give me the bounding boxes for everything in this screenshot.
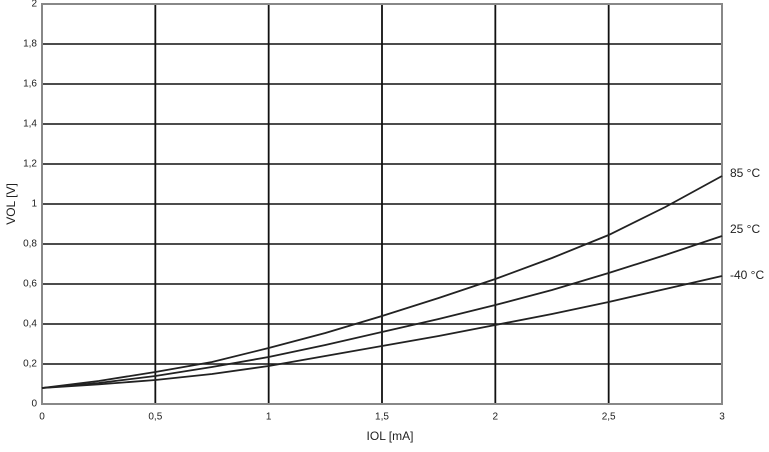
y-tick-label: 1,6 bbox=[23, 79, 37, 90]
series-line bbox=[41, 275, 723, 389]
y-tick-label: 0 bbox=[31, 399, 37, 410]
x-tick-label: 2 bbox=[493, 412, 499, 423]
x-tick-label: 1,5 bbox=[375, 412, 389, 423]
y-tick-label: 1,8 bbox=[23, 39, 37, 50]
series-line bbox=[41, 235, 723, 389]
series-label: 25 °C bbox=[730, 222, 760, 236]
series-label: -40 °C bbox=[730, 268, 764, 282]
x-tick-label: 0,5 bbox=[148, 412, 162, 423]
x-tick-label: 0 bbox=[39, 412, 45, 423]
y-tick-label: 2 bbox=[31, 0, 37, 10]
y-tick-label: 0,4 bbox=[23, 319, 37, 330]
y-tick-label: 0,2 bbox=[23, 359, 37, 370]
x-tick-label: 1 bbox=[266, 412, 272, 423]
y-axis-label: VOL [V] bbox=[4, 183, 18, 225]
x-tick-label: 3 bbox=[719, 412, 725, 423]
y-tick-label: 0,6 bbox=[23, 279, 37, 290]
plot-border bbox=[41, 3, 723, 405]
x-axis-label: IOL [mA] bbox=[367, 429, 414, 443]
y-tick-label: 1,2 bbox=[23, 159, 37, 170]
y-tick-label: 0,8 bbox=[23, 239, 37, 250]
series-line bbox=[41, 175, 723, 389]
x-tick-label: 2,5 bbox=[602, 412, 616, 423]
y-tick-label: 1,4 bbox=[23, 119, 37, 130]
y-tick-label: 1 bbox=[31, 199, 37, 210]
series-label: 85 °C bbox=[730, 166, 760, 180]
